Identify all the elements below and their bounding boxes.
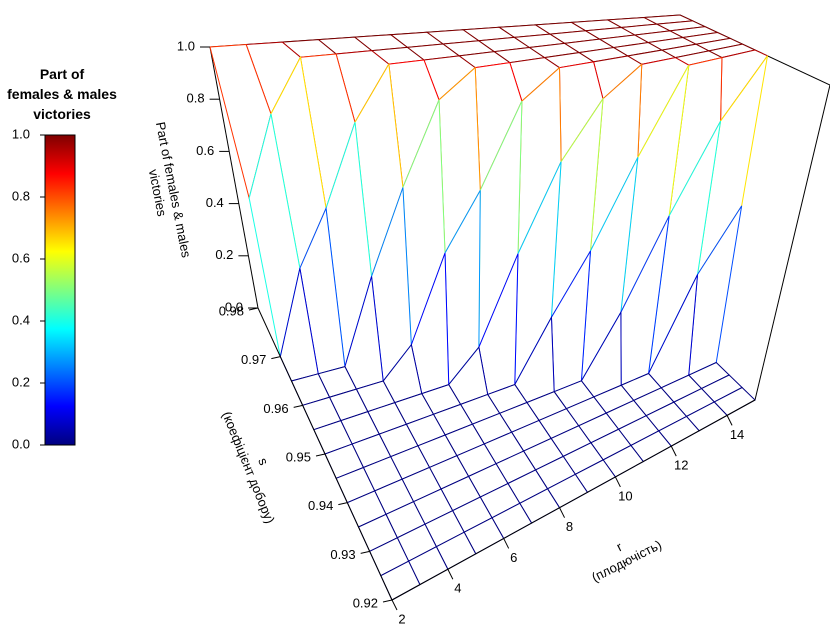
y-axis-label-line: (коефіцієнт добору) — [219, 409, 278, 525]
z-tick-label: 1.0 — [177, 38, 195, 53]
x-tick — [447, 569, 454, 580]
x-tick-label: 2 — [398, 611, 405, 624]
z-axis-label: Part of females & malesvictories — [137, 121, 194, 263]
x-axis-label: r(плодючість) — [582, 523, 664, 585]
x-axis-label-line: r — [614, 539, 625, 555]
y-tick-label: 0.93 — [330, 547, 355, 562]
colorbar-tick-label: 0.4 — [12, 312, 30, 327]
colorbar-tick-label: 1.0 — [12, 126, 30, 141]
x-tick-label: 8 — [566, 519, 573, 534]
colorbar-title: Part of females & males victories — [7, 66, 117, 122]
colorbar-title-line: victories — [33, 106, 91, 122]
colorbar — [44, 134, 76, 446]
y-tick-label: 0.96 — [263, 401, 288, 416]
y-tick-label: 0.94 — [308, 498, 333, 513]
y-tick-label: 0.97 — [241, 352, 266, 367]
z-tick-label: 0.6 — [196, 143, 214, 158]
y-axis-label: s(коефіцієнт добору) — [219, 403, 292, 525]
x-axis-label-line: (плодючість) — [589, 537, 664, 585]
x-tick-label: 14 — [730, 427, 744, 442]
y-tick-label: 0.95 — [286, 449, 311, 464]
colorbar-tick-label: 0.2 — [12, 374, 30, 389]
y-tick — [293, 404, 303, 408]
box-edge — [754, 84, 830, 401]
x-tick-label: 10 — [618, 488, 632, 503]
x-tick-label: 6 — [510, 550, 517, 565]
x-tick — [559, 507, 565, 518]
y-tick — [271, 356, 281, 360]
y-tick — [315, 453, 326, 457]
y-axis-label-line: s — [255, 456, 272, 468]
y-tick — [338, 502, 348, 506]
z-tick-label: 0.4 — [206, 195, 224, 210]
y-tick-label: 0.98 — [219, 303, 244, 318]
z-tick-label: 0.8 — [187, 91, 205, 106]
y-tick-label: 0.92 — [353, 595, 378, 610]
colorbar-tick-label: 0.6 — [12, 250, 30, 265]
y-tick — [360, 550, 370, 554]
surface — [209, 14, 769, 601]
x-tick-label: 4 — [454, 581, 461, 596]
x-tick — [391, 599, 398, 611]
z-tick-label: 0.2 — [215, 247, 233, 262]
colorbar-tick-label: 0.8 — [12, 188, 30, 203]
box-edge — [391, 399, 756, 601]
y-tick — [382, 599, 393, 603]
x-tick — [614, 476, 621, 488]
z-tick-label: 0.0 — [225, 299, 243, 314]
x-tick — [726, 415, 733, 426]
colorbar-title-line: Part of — [40, 66, 85, 82]
colorbar-title-line: females & males — [7, 86, 117, 102]
x-tick — [670, 445, 677, 457]
x-tick — [503, 538, 510, 549]
box-edge — [209, 46, 259, 309]
x-tick-label: 12 — [674, 458, 688, 473]
colorbar-tick-label: 0.0 — [12, 436, 30, 451]
